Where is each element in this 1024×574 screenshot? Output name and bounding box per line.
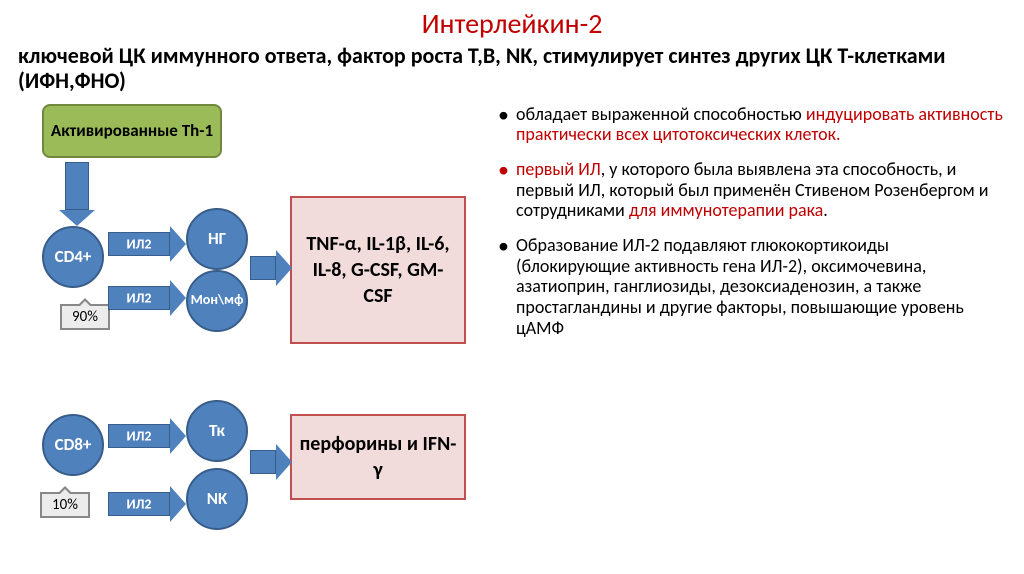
cell-cd4: CD4+ <box>42 226 104 288</box>
cell-ng: НГ <box>186 208 248 270</box>
subtitle: ключевой ЦК иммунного ответа, фактор рос… <box>0 41 1024 94</box>
bullet-2: Образование ИЛ-2 подавляют глюкокортикои… <box>498 235 1006 338</box>
arrow-a-cd8-tk: ИЛ2 <box>108 418 186 454</box>
page-title: Интерлейкин-2 <box>0 6 1024 41</box>
callout-c10: 10% <box>40 492 90 518</box>
arrow-a-ng-r1 <box>250 250 292 286</box>
arrow-a-cd8-nk: ИЛ2 <box>108 486 186 522</box>
diagram-area: Активированные Th-1 CD4+ НГМон\мф CD8+ ТкNK 9… <box>18 104 488 544</box>
arrow-a-green-cd4 <box>59 162 95 226</box>
arrow-a-cd4-mon: ИЛ2 <box>108 280 186 316</box>
cell-tk: Тк <box>186 400 248 462</box>
result-r2: перфорины и IFN-γ <box>290 414 466 500</box>
cell-cd8: CD8+ <box>42 414 104 476</box>
bullet-0: обладает выраженной способностью индуцир… <box>498 104 1006 145</box>
result-r1: TNF-α, IL-1β, IL-6, IL-8, G-CSF, GM-CSF <box>290 196 466 344</box>
bullet-1: первый ИЛ, у которого была выявлена эта … <box>498 159 1006 221</box>
arrow-a-tk-r2 <box>250 444 292 480</box>
callout-c90: 90% <box>60 304 110 330</box>
bullet-list: обладает выраженной способностью индуцир… <box>488 104 1006 544</box>
activated-th1-box: Активированные Th-1 <box>42 104 222 158</box>
cell-mon: Мон\мф <box>186 270 248 332</box>
arrow-a-cd4-ng: ИЛ2 <box>108 226 186 262</box>
cell-nk: NK <box>186 468 248 530</box>
